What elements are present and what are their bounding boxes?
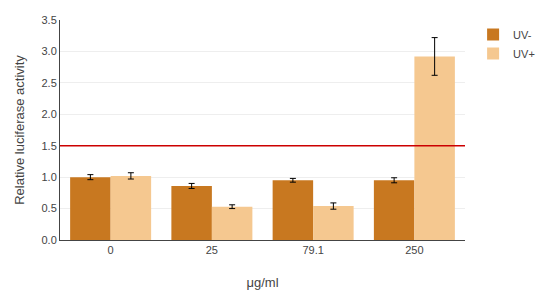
svg-text:3.0: 3.0: [42, 45, 57, 57]
svg-text:0.5: 0.5: [42, 202, 57, 214]
svg-text:25: 25: [206, 244, 218, 256]
svg-text:UV-: UV-: [513, 29, 532, 41]
svg-text:Relative luciferase activity: Relative luciferase activity: [12, 55, 27, 205]
svg-text:2.0: 2.0: [42, 108, 57, 120]
svg-text:1.0: 1.0: [42, 171, 57, 183]
svg-text:0.0: 0.0: [42, 234, 57, 246]
svg-text:1.5: 1.5: [42, 140, 57, 152]
svg-text:3.5: 3.5: [42, 14, 57, 26]
svg-text:79.1: 79.1: [302, 244, 323, 256]
svg-text:UV+: UV+: [513, 48, 535, 60]
svg-text:250: 250: [405, 244, 423, 256]
svg-text:0: 0: [108, 244, 114, 256]
svg-text:2.5: 2.5: [42, 77, 57, 89]
svg-text:μg/ml: μg/ml: [246, 275, 278, 290]
